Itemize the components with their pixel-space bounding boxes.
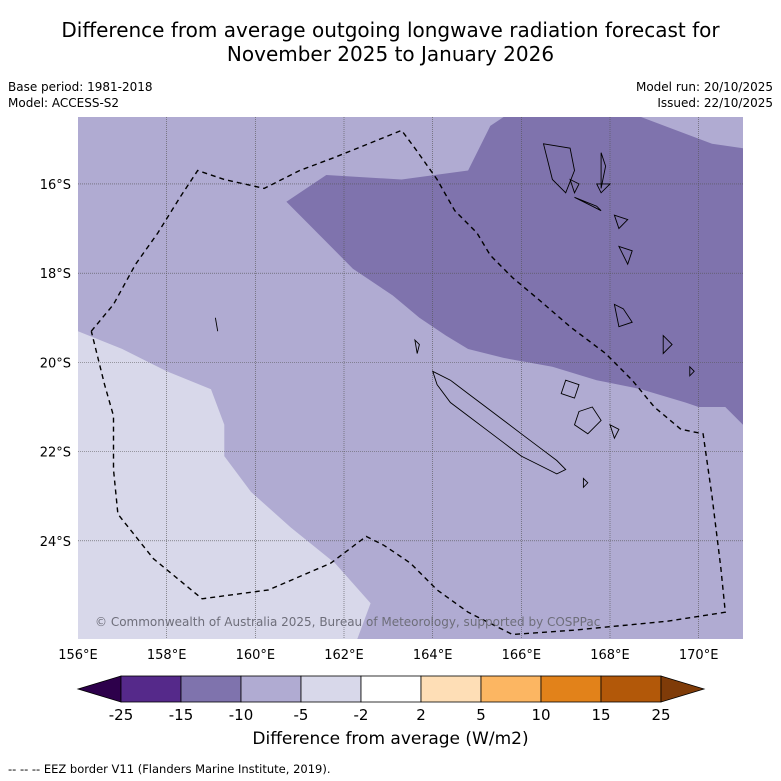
colorbar-tick-label: -25: [109, 706, 134, 724]
colorbar-tick-label: 25: [651, 706, 670, 724]
y-tick-label: 24°S: [40, 535, 71, 550]
colorbar-title: Difference from average (W/m2): [252, 729, 529, 749]
x-tick-label: 156°E: [58, 648, 98, 663]
meta-left: Base period: 1981-2018 Model: ACCESS-S2: [8, 79, 153, 111]
map-area: © Commonwealth of Australia 2025, Bureau…: [78, 117, 743, 639]
coastline: [600, 152, 607, 189]
title-line-2: November 2025 to January 2026: [226, 42, 555, 66]
colorbar-tick-label: -2: [354, 706, 369, 724]
coastline: [214, 317, 219, 332]
colorbar-under-extension: [76, 675, 122, 703]
colorbar-tick-label: 10: [531, 706, 550, 724]
colorbar-tick-label: -10: [229, 706, 254, 724]
coastline: [595, 183, 612, 194]
coastline: [414, 338, 420, 354]
coastline: [618, 245, 633, 266]
colorbar-bin: [360, 675, 422, 703]
y-tick-label: 18°S: [40, 267, 71, 282]
colorbar: -25 -15 -10 -5 -2 2 5 10 15 25: [76, 675, 706, 724]
x-tick-label: 168°E: [590, 648, 630, 663]
coastline: [542, 143, 575, 194]
coastline: [613, 214, 629, 230]
title-line-1: Difference from average outgoing longwav…: [61, 18, 720, 42]
model-run: Model run: 20/10/2025: [635, 80, 773, 94]
x-tick-label: 170°E: [679, 648, 719, 663]
coastline: [569, 178, 580, 194]
x-tick-label: 162°E: [324, 648, 364, 663]
coastline: [582, 477, 589, 489]
colorbar-over-extension: [660, 675, 706, 703]
colorbar-bin: [120, 675, 182, 703]
copyright-text: © Commonwealth of Australia 2025, Bureau…: [95, 615, 600, 629]
y-tick-label: 16°S: [40, 178, 71, 193]
colorbar-tick-label: 2: [416, 706, 426, 724]
model-name: Model: ACCESS-S2: [8, 96, 120, 110]
x-tick-label: 166°E: [502, 648, 542, 663]
colorbar-tick-label: 15: [591, 706, 610, 724]
y-tick-label: 20°S: [40, 356, 71, 371]
colorbar-bin: [180, 675, 242, 703]
coastline: [574, 196, 602, 212]
coastline: [609, 423, 620, 440]
anomaly-region-1: [286, 117, 743, 425]
base-period: Base period: 1981-2018: [8, 80, 153, 94]
axes: 156°E 158°E 160°E 162°E 164°E 166°E 168°E 170°E…: [40, 178, 719, 663]
colorbar-tick-label: 5: [476, 706, 486, 724]
x-tick-label: 160°E: [236, 648, 276, 663]
colorbar-bin: [300, 675, 362, 703]
colorbar-bin: [420, 675, 482, 703]
eez-legend-note: -- -- -- EEZ border V11 (Flanders Marine…: [8, 762, 331, 776]
coastline: [689, 365, 695, 377]
anomaly-region-0: [78, 331, 371, 639]
colorbar-bin: [600, 675, 662, 703]
colorbar-bin: [480, 675, 542, 703]
coastline: [573, 406, 602, 435]
colorbar-tick-label: -5: [294, 706, 309, 724]
colorbar-bin: [240, 675, 302, 703]
coastline: [431, 370, 567, 475]
y-tick-label: 22°S: [40, 446, 71, 461]
coastline: [662, 334, 673, 355]
chart-title: Difference from average outgoing longwav…: [0, 18, 781, 66]
issued-date: Issued: 22/10/2025: [657, 96, 773, 110]
colorbar-bin: [540, 675, 602, 703]
meta-right: Model run: 20/10/2025 Issued: 22/10/2025: [636, 79, 773, 111]
x-tick-label: 158°E: [147, 648, 187, 663]
x-tick-label: 164°E: [413, 648, 453, 663]
coastline: [613, 303, 633, 328]
coastline: [560, 379, 580, 399]
colorbar-tick-label: -15: [169, 706, 194, 724]
